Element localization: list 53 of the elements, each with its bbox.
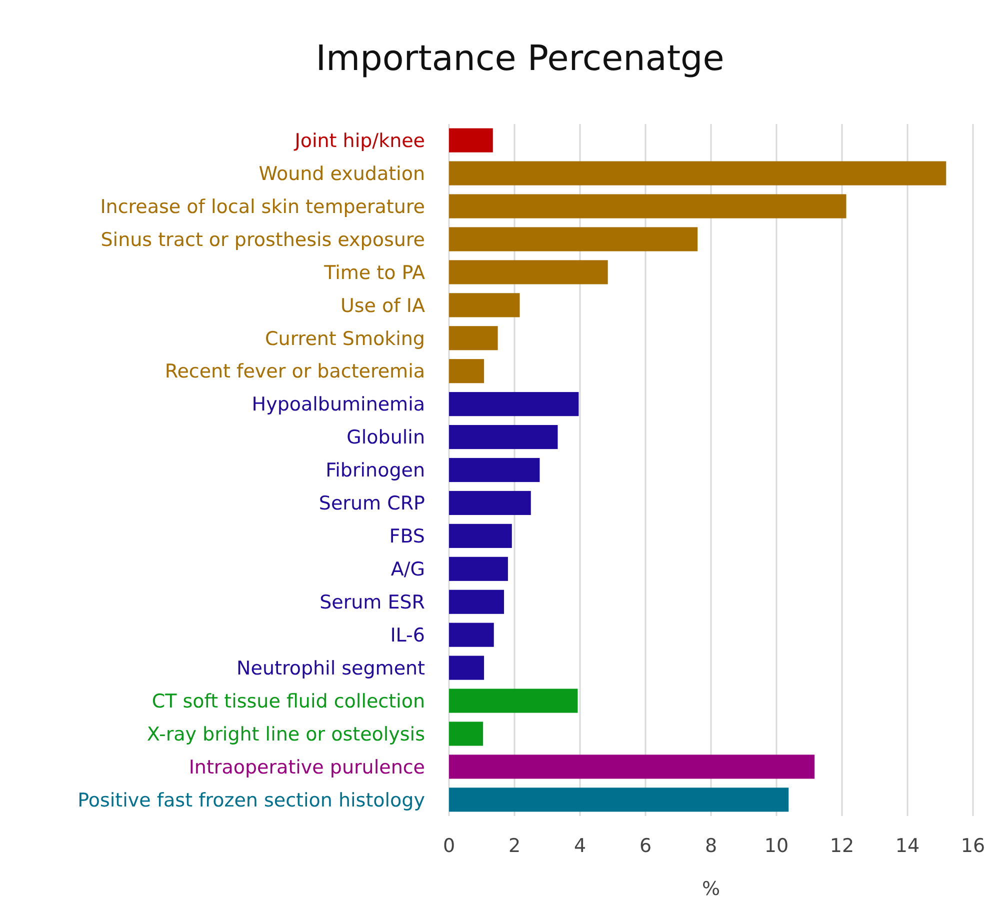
chart-title: Importance Percenatge xyxy=(316,39,724,79)
x-tick-label: 6 xyxy=(639,835,652,857)
x-axis-title: % xyxy=(702,878,720,900)
bar xyxy=(449,425,558,450)
bar xyxy=(449,556,508,581)
bar xyxy=(449,326,498,350)
bar xyxy=(449,260,608,284)
y-tick-label: Fibrinogen xyxy=(326,460,425,482)
bar xyxy=(449,227,698,252)
y-tick-label: Positive fast frozen section histology xyxy=(78,789,425,812)
y-tick-label: CT soft tissue fluid collection xyxy=(152,690,425,712)
y-tick-label: Serum ESR xyxy=(320,592,425,614)
y-tick-label: Wound exudation xyxy=(258,162,425,185)
bar xyxy=(449,458,540,482)
x-tick-label: 16 xyxy=(960,835,986,857)
bar xyxy=(449,128,493,152)
bar xyxy=(449,490,531,515)
x-tick-label: 4 xyxy=(574,835,586,857)
y-tick-label: Time to PA xyxy=(323,262,425,284)
bar xyxy=(449,524,512,548)
x-tick-label: 10 xyxy=(764,835,789,857)
bar xyxy=(449,392,579,416)
x-tick-label: 0 xyxy=(442,835,456,857)
bar xyxy=(449,359,484,384)
bar xyxy=(449,590,504,614)
y-tick-label: Intraoperative purulence xyxy=(188,756,425,778)
y-tick-label: Neutrophil segment xyxy=(236,657,425,680)
x-tick-label: 12 xyxy=(830,835,854,857)
y-tick-label: FBS xyxy=(389,526,425,548)
bar xyxy=(449,788,789,812)
x-tick-label: 14 xyxy=(895,835,920,857)
bar xyxy=(449,293,520,318)
bar xyxy=(449,622,494,647)
y-tick-label: Joint hip/knee xyxy=(294,130,425,152)
x-tick-label: 2 xyxy=(508,835,521,857)
y-tick-label: Hypoalbuminemia xyxy=(252,394,425,416)
y-tick-label: A/G xyxy=(390,558,425,581)
y-tick-label: X-ray bright line or osteolysis xyxy=(146,723,425,746)
y-tick-label: IL-6 xyxy=(390,624,425,646)
bar xyxy=(449,656,484,680)
bar xyxy=(449,194,846,218)
bar xyxy=(449,754,814,779)
y-tick-label: Serum CRP xyxy=(318,492,425,515)
y-tick-label: Sinus tract or prosthesis exposure xyxy=(100,228,425,251)
x-tick-label: 8 xyxy=(704,835,718,857)
y-tick-label: Use of IA xyxy=(340,294,425,317)
y-tick-label: Increase of local skin temperature xyxy=(100,196,425,218)
bar xyxy=(449,722,484,746)
y-tick-label: Current Smoking xyxy=(265,328,425,350)
y-tick-label: Recent fever or bacteremia xyxy=(164,360,425,383)
y-tick-label: Globulin xyxy=(346,426,425,449)
bar xyxy=(449,688,578,713)
bar xyxy=(449,161,946,186)
